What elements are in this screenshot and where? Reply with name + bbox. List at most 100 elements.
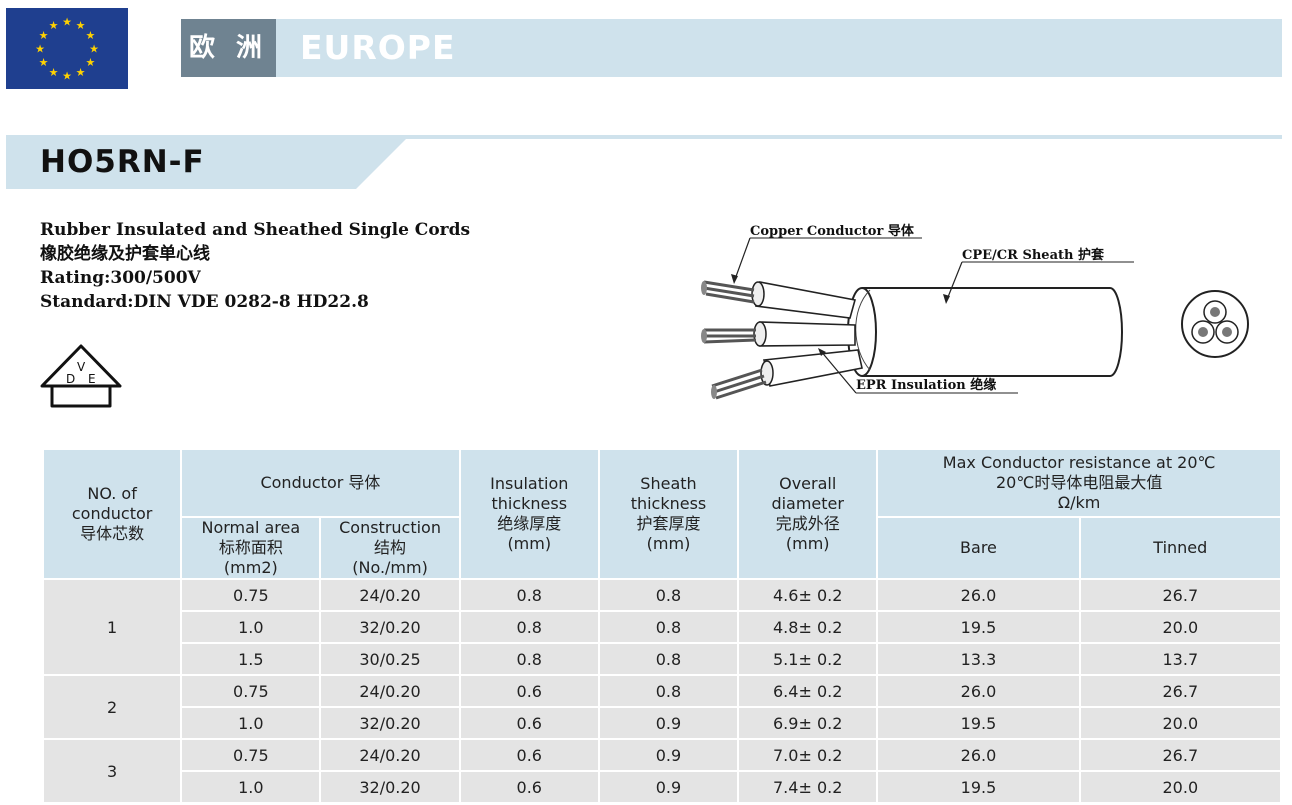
header-construction: Construction 结构 (No./mm) [321, 518, 459, 578]
header-no-of-conductor: NO. of conductor 导体芯数 [44, 450, 181, 578]
cell-sheath: 0.9 [599, 772, 738, 802]
region-label-cn: 欧 洲 [181, 19, 276, 77]
cell-construction: 32/0.20 [321, 612, 459, 642]
cell-bare: 26.0 [878, 676, 1079, 706]
cable-diagram [701, 237, 1134, 400]
specification-table: NO. of conductor 导体芯数 Conductor 导体 Insulat… [42, 448, 1282, 804]
flag-star-icon: ★ [49, 66, 59, 79]
table-row: 1.0 32/0.20 0.8 0.8 4.8± 0.2 19.5 20.0 [44, 612, 1280, 642]
cell-overall-diameter: 7.4± 0.2 [739, 772, 877, 802]
cell-tinned: 26.7 [1080, 740, 1280, 770]
cell-normal-area: 0.75 [182, 580, 320, 610]
cell-tinned: 26.7 [1080, 676, 1280, 706]
cell-overall-diameter: 4.6± 0.2 [739, 580, 877, 610]
cell-sheath: 0.9 [599, 740, 738, 770]
cell-insulation: 0.8 [460, 612, 598, 642]
flag-star-icon: ★ [35, 43, 45, 56]
cell-tinned: 20.0 [1080, 612, 1280, 642]
rating-text: Rating:300/500V [40, 268, 201, 288]
cell-sheath: 0.8 [599, 612, 738, 642]
callout-epr-insulation: EPR Insulation 绝缘 [856, 378, 997, 393]
header-conductor-group: Conductor 导体 [182, 450, 459, 516]
header-normal-area: Normal area 标称面积 (mm2) [182, 518, 320, 578]
header-insulation-thickness: Insulation thickness 绝缘厚度 (mm) [460, 450, 598, 578]
cell-tinned: 26.7 [1080, 580, 1280, 610]
table-row: 2 0.75 24/0.20 0.6 0.8 6.4± 0.2 26.0 26.7 [44, 676, 1280, 738]
flag-star-icon: ★ [39, 56, 49, 69]
cell-construction: 24/0.20 [321, 676, 459, 706]
header-sheath-thickness: Sheath thickness 护套厚度 (mm) [599, 450, 738, 578]
flag-star-icon: ★ [39, 29, 49, 42]
cell-bare: 19.5 [878, 612, 1079, 642]
cell-insulation: 0.6 [460, 772, 598, 802]
flag-star-icon: ★ [89, 43, 99, 56]
cell-insulation: 0.8 [460, 644, 598, 674]
header-tinned: Tinned [1080, 518, 1280, 578]
flag-star-icon: ★ [62, 70, 72, 83]
cell-sheath: 0.9 [599, 708, 738, 738]
title-divider [6, 135, 1282, 139]
cell-insulation: 0.6 [460, 676, 598, 706]
cable-cross-section-icon [1181, 290, 1249, 358]
title-tab-shape [6, 139, 406, 189]
table-row: 3 0.75 24/0.20 0.6 0.9 7.0± 0.2 26.0 26.7 [44, 740, 1280, 802]
cell-normal-area: 1.0 [182, 708, 320, 738]
cell-construction: 32/0.20 [321, 708, 459, 738]
header-bare: Bare [878, 518, 1079, 578]
cell-tinned: 20.0 [1080, 708, 1280, 738]
flag-star-icon: ★ [49, 19, 59, 32]
cell-insulation: 0.6 [460, 708, 598, 738]
cell-sheath: 0.8 [599, 676, 738, 706]
cell-sheath: 0.8 [599, 644, 738, 674]
flag-star-icon: ★ [85, 56, 95, 69]
flag-star-icon: ★ [76, 19, 86, 32]
cell-conductor-count: 2 [44, 676, 181, 738]
standard-text: Standard:DIN VDE 0282-8 HD22.8 [40, 292, 369, 312]
svg-text:E: E [88, 372, 96, 386]
cell-overall-diameter: 6.9± 0.2 [739, 708, 877, 738]
cell-construction: 30/0.25 [321, 644, 459, 674]
svg-text:V: V [77, 360, 86, 374]
svg-text:D: D [66, 372, 75, 386]
flag-star-icon: ★ [76, 66, 86, 79]
flag-star-icon: ★ [62, 16, 72, 29]
cell-tinned: 13.7 [1080, 644, 1280, 674]
specification-table-body: 1 0.75 24/0.20 0.8 0.8 4.6± 0.2 26.0 26.7 1.0 32/… [44, 580, 1280, 802]
cell-bare: 13.3 [878, 644, 1079, 674]
cell-bare: 19.5 [878, 772, 1079, 802]
header-overall-diameter: Overall diameter 完成外径 (mm) [739, 450, 877, 578]
cell-normal-area: 0.75 [182, 740, 320, 770]
cell-normal-area: 1.5 [182, 644, 320, 674]
cell-normal-area: 0.75 [182, 676, 320, 706]
region-banner [181, 19, 1282, 77]
flag-star-icon: ★ [85, 29, 95, 42]
cell-construction: 24/0.20 [321, 580, 459, 610]
cell-construction: 32/0.20 [321, 772, 459, 802]
eu-flag-icon: ★ ★ ★ ★ ★ ★ ★ ★ ★ ★ ★ ★ [6, 8, 128, 89]
cell-bare: 26.0 [878, 580, 1079, 610]
vde-certification-icon: D V E [40, 344, 122, 408]
cell-overall-diameter: 5.1± 0.2 [739, 644, 877, 674]
product-description-en: Rubber Insulated and Sheathed Single Cor… [40, 220, 471, 240]
cell-insulation: 0.8 [460, 580, 598, 610]
cell-normal-area: 1.0 [182, 772, 320, 802]
cell-overall-diameter: 6.4± 0.2 [739, 676, 877, 706]
cell-conductor-count: 3 [44, 740, 181, 802]
model-title: HO5RN-F [40, 144, 205, 180]
cell-normal-area: 1.0 [182, 612, 320, 642]
cell-insulation: 0.6 [460, 740, 598, 770]
product-description-cn: 橡胶绝缘及护套单心线 [40, 244, 210, 264]
table-row: 1 0.75 24/0.20 0.8 0.8 4.6± 0.2 26.0 26.7 [44, 580, 1280, 674]
table-row: 1.0 32/0.20 0.6 0.9 6.9± 0.2 19.5 20.0 [44, 708, 1280, 738]
cell-construction: 24/0.20 [321, 740, 459, 770]
callout-copper-conductor: Copper Conductor 导体 [750, 224, 914, 239]
cell-overall-diameter: 4.8± 0.2 [739, 612, 877, 642]
cell-conductor-count: 1 [44, 580, 181, 674]
region-label-en: EUROPE [300, 28, 456, 67]
cell-bare: 19.5 [878, 708, 1079, 738]
cell-sheath: 0.8 [599, 580, 738, 610]
table-row: 1.0 32/0.20 0.6 0.9 7.4± 0.2 19.5 20.0 [44, 772, 1280, 802]
table-row: 1.5 30/0.25 0.8 0.8 5.1± 0.2 13.3 13.7 [44, 644, 1280, 674]
callout-sheath: CPE/CR Sheath 护套 [962, 248, 1104, 263]
cell-tinned: 20.0 [1080, 772, 1280, 802]
